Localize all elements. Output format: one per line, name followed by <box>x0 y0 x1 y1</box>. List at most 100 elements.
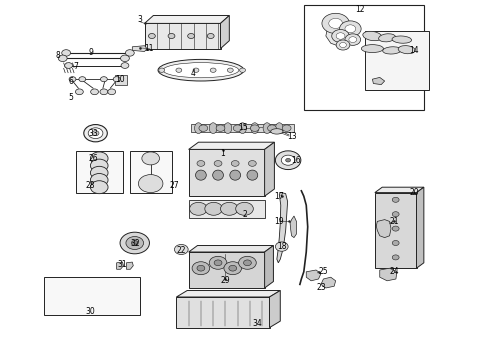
Text: 33: 33 <box>88 129 98 138</box>
Circle shape <box>207 33 214 39</box>
Text: 10: 10 <box>115 75 125 84</box>
Circle shape <box>91 152 108 165</box>
Circle shape <box>336 33 345 39</box>
Circle shape <box>192 262 210 275</box>
Circle shape <box>176 68 182 72</box>
Text: 25: 25 <box>318 267 328 276</box>
Circle shape <box>244 260 251 266</box>
Ellipse shape <box>239 123 246 134</box>
Circle shape <box>329 18 343 28</box>
Text: 13: 13 <box>287 132 296 141</box>
Text: 32: 32 <box>130 239 140 248</box>
Text: 12: 12 <box>355 4 365 13</box>
Circle shape <box>174 244 188 255</box>
Ellipse shape <box>263 123 271 134</box>
Text: 19: 19 <box>274 217 284 226</box>
Circle shape <box>275 242 288 251</box>
Text: 4: 4 <box>191 69 196 78</box>
Polygon shape <box>189 252 265 288</box>
Circle shape <box>88 128 103 139</box>
Text: 31: 31 <box>118 260 127 269</box>
Text: 9: 9 <box>88 48 93 57</box>
Circle shape <box>286 158 291 162</box>
Bar <box>365 31 429 90</box>
Circle shape <box>125 50 134 56</box>
Text: 26: 26 <box>88 154 98 163</box>
Ellipse shape <box>251 123 259 134</box>
Polygon shape <box>416 187 424 268</box>
Circle shape <box>121 63 129 68</box>
Ellipse shape <box>247 170 258 180</box>
Circle shape <box>248 161 256 166</box>
Ellipse shape <box>275 123 283 134</box>
Circle shape <box>345 25 356 33</box>
Circle shape <box>197 265 205 271</box>
Circle shape <box>131 240 138 246</box>
Polygon shape <box>117 262 123 269</box>
Circle shape <box>332 30 349 42</box>
Polygon shape <box>290 216 296 238</box>
Circle shape <box>197 161 205 166</box>
Circle shape <box>322 13 349 33</box>
Circle shape <box>188 33 195 39</box>
Circle shape <box>79 77 86 82</box>
Ellipse shape <box>363 31 382 41</box>
Circle shape <box>392 255 399 260</box>
Circle shape <box>349 37 357 42</box>
Text: 11: 11 <box>145 44 154 53</box>
Circle shape <box>120 232 149 254</box>
Circle shape <box>91 159 108 172</box>
Polygon shape <box>176 291 280 297</box>
Circle shape <box>168 33 175 39</box>
Circle shape <box>138 175 163 193</box>
Circle shape <box>121 55 129 62</box>
Text: 16: 16 <box>292 156 301 165</box>
Circle shape <box>209 256 227 269</box>
Ellipse shape <box>398 46 415 54</box>
Polygon shape <box>321 277 336 288</box>
Polygon shape <box>306 270 321 281</box>
Circle shape <box>281 155 295 165</box>
Circle shape <box>113 77 120 82</box>
Circle shape <box>392 197 399 202</box>
Circle shape <box>199 125 208 131</box>
Text: 2: 2 <box>243 210 247 219</box>
Circle shape <box>100 89 108 95</box>
Text: 28: 28 <box>86 181 96 190</box>
Polygon shape <box>189 149 265 196</box>
Text: 30: 30 <box>86 307 96 316</box>
Polygon shape <box>145 15 229 23</box>
Circle shape <box>233 125 242 131</box>
Circle shape <box>236 202 253 215</box>
Circle shape <box>148 33 155 39</box>
Circle shape <box>91 181 108 194</box>
Bar <box>115 75 127 85</box>
Text: 6: 6 <box>69 77 74 85</box>
Circle shape <box>159 68 165 72</box>
Polygon shape <box>376 220 391 238</box>
Circle shape <box>214 161 222 166</box>
Text: 14: 14 <box>409 46 419 55</box>
Bar <box>44 277 140 315</box>
Polygon shape <box>375 193 416 268</box>
Text: 8: 8 <box>55 51 60 60</box>
Circle shape <box>224 262 242 275</box>
Circle shape <box>108 89 116 95</box>
Polygon shape <box>326 20 358 47</box>
Circle shape <box>268 125 276 131</box>
Circle shape <box>250 125 259 131</box>
Ellipse shape <box>362 45 383 53</box>
Polygon shape <box>220 15 229 49</box>
Circle shape <box>91 89 98 95</box>
Ellipse shape <box>195 123 202 134</box>
Ellipse shape <box>379 34 395 42</box>
Ellipse shape <box>209 123 217 134</box>
Text: 1: 1 <box>220 148 225 158</box>
Circle shape <box>239 256 256 269</box>
Circle shape <box>65 63 73 68</box>
Circle shape <box>69 77 76 82</box>
Circle shape <box>205 202 222 215</box>
Polygon shape <box>372 77 385 85</box>
Circle shape <box>193 68 199 72</box>
Text: 20: 20 <box>409 188 419 197</box>
